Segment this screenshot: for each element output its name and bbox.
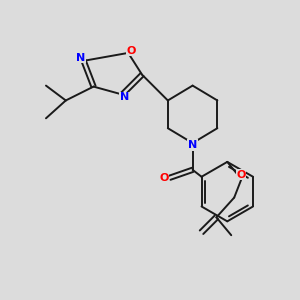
- Text: O: O: [159, 173, 169, 183]
- Text: N: N: [188, 140, 197, 150]
- Text: O: O: [127, 46, 136, 56]
- Text: N: N: [120, 92, 129, 103]
- Text: N: N: [76, 53, 85, 63]
- Text: O: O: [236, 170, 246, 180]
